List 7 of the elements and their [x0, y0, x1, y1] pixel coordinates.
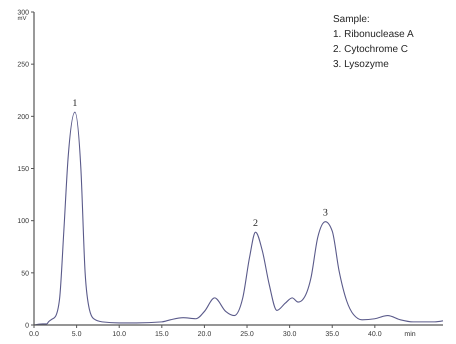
annotation: 2 — [253, 218, 258, 230]
annotation: 3. Lysozyme — [333, 59, 390, 70]
annotation: 3 — [322, 208, 328, 219]
annotation: 1 — [72, 98, 78, 110]
annotation: Sample: — [333, 14, 370, 25]
annotation: 2. Cytochrome C — [333, 44, 408, 55]
annotation: 1. Ribonuclease A — [333, 29, 414, 40]
